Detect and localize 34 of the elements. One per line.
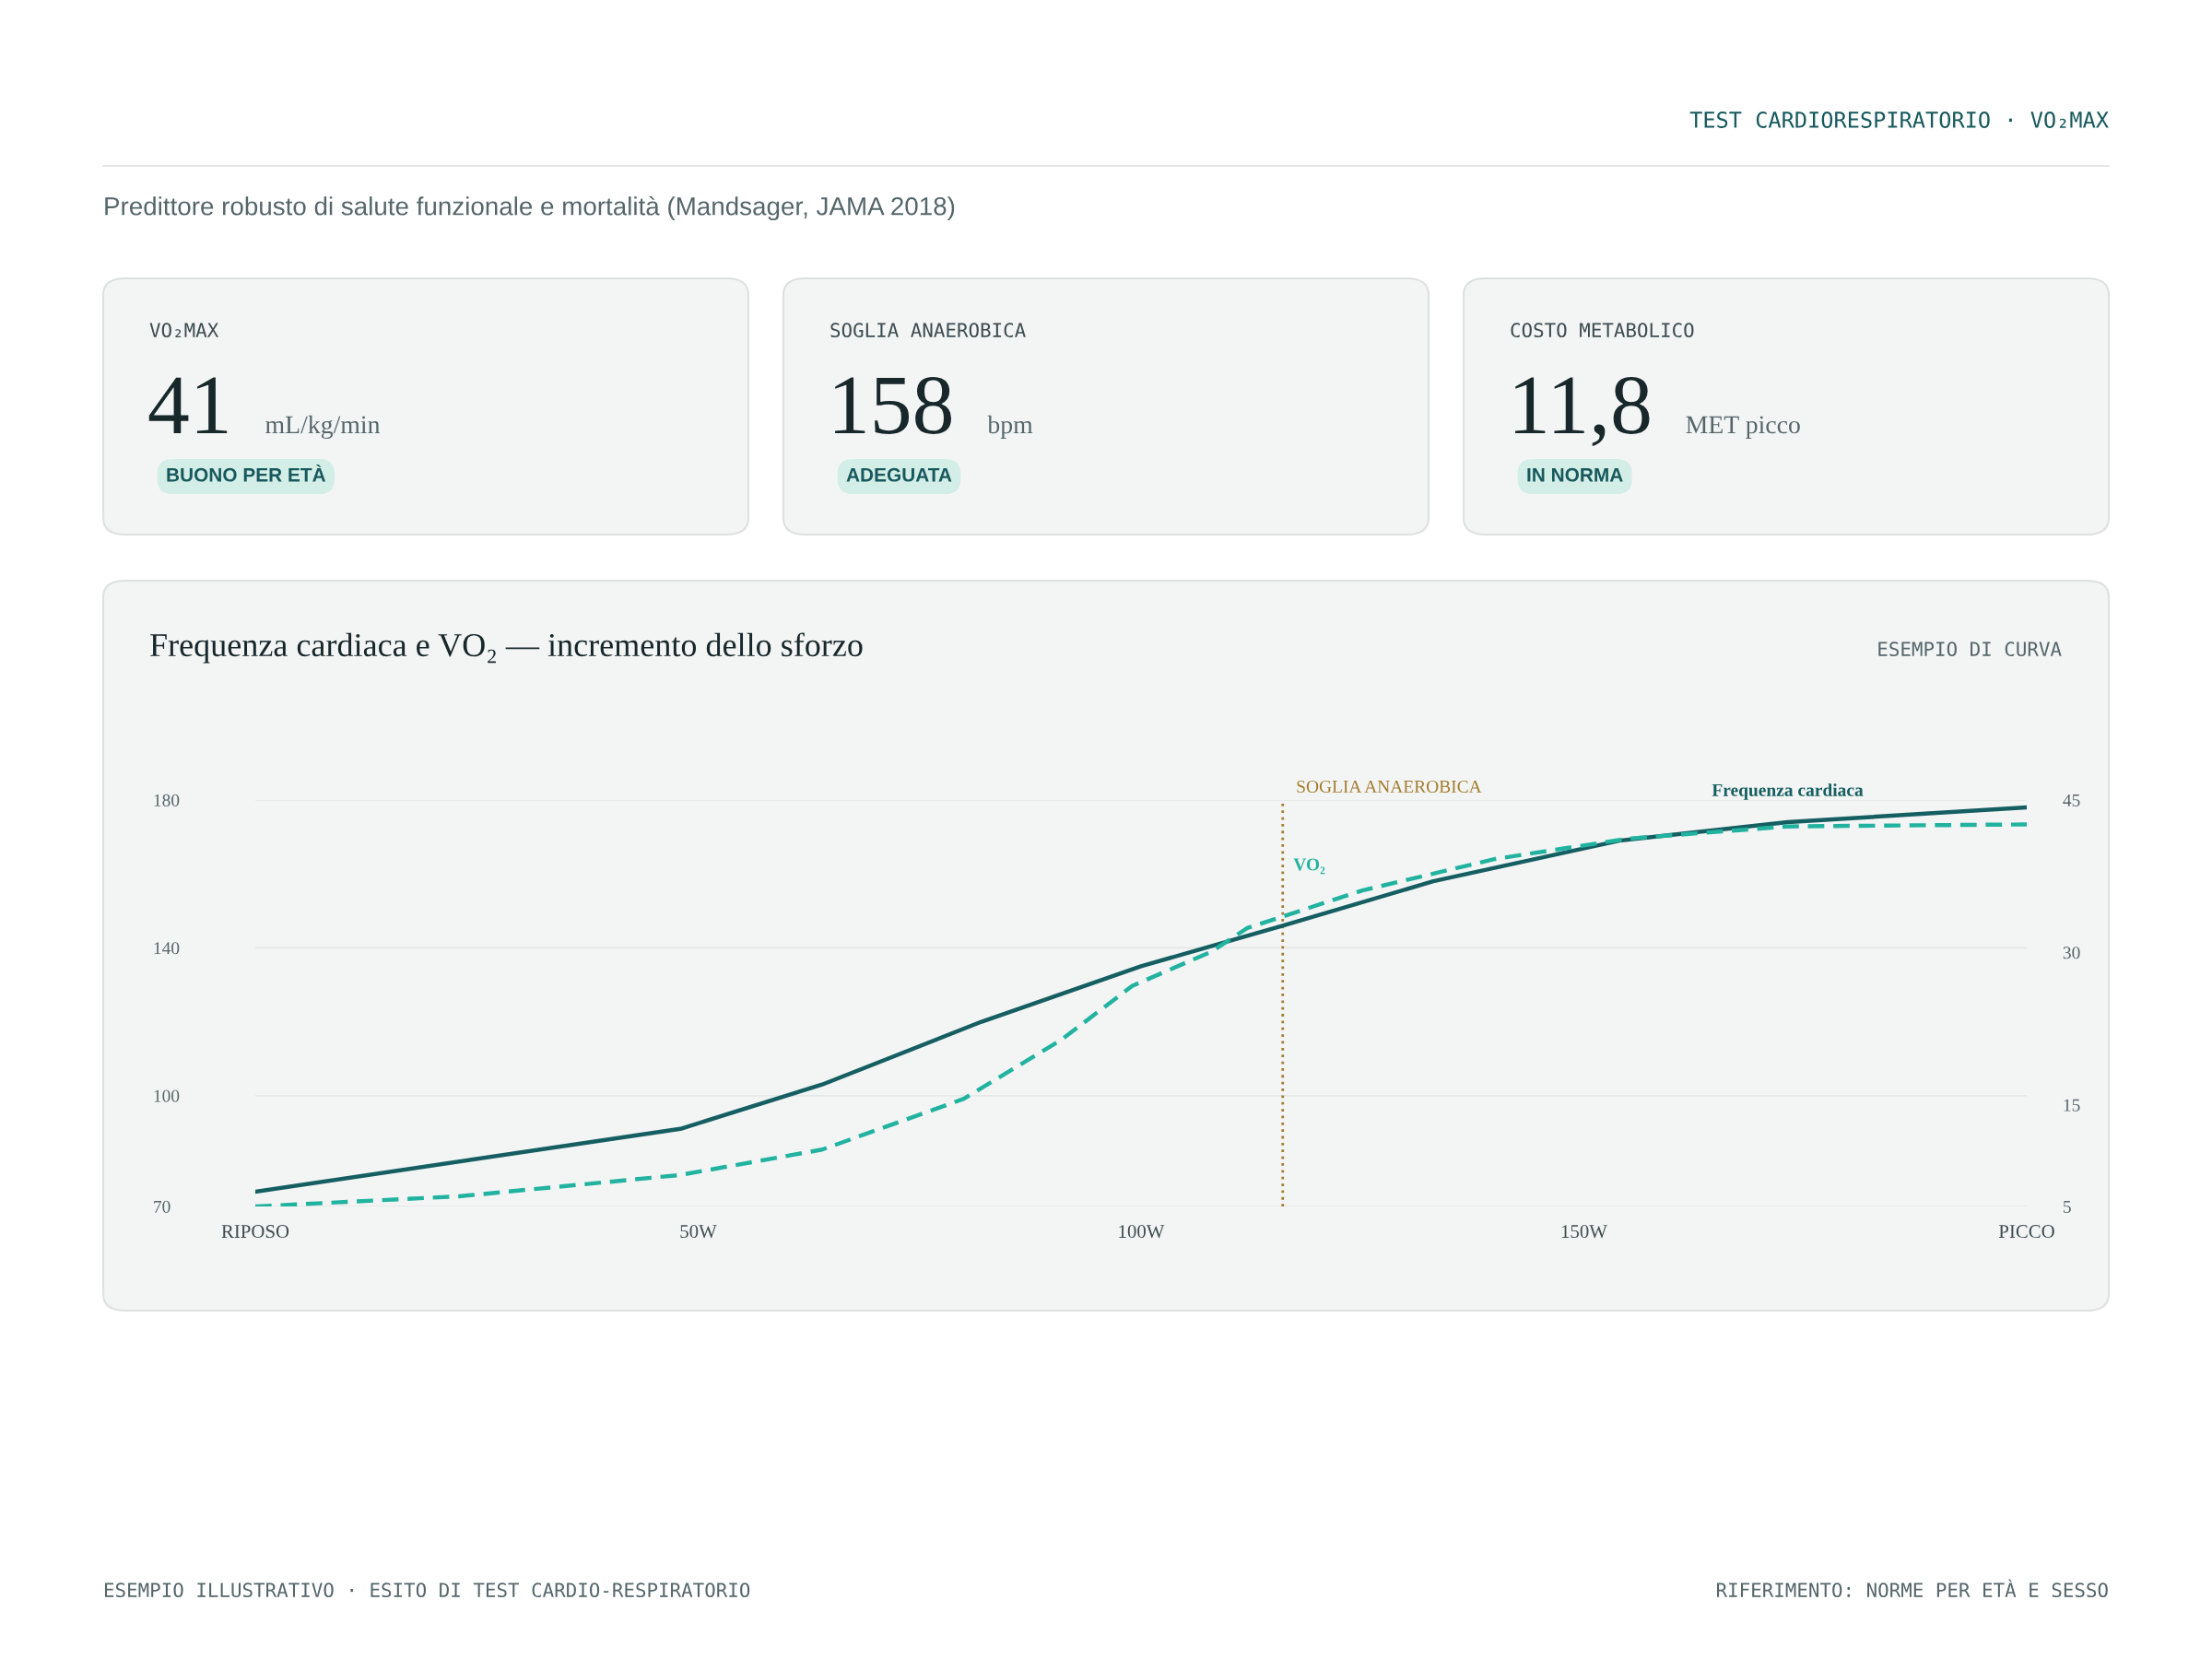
y2-tick-label: 15 xyxy=(2064,1099,2080,1112)
x-tick-label: PICCO xyxy=(1998,1225,2054,1239)
text: BUONO PER ETÀ xyxy=(167,464,326,482)
y-tick-label: 180 xyxy=(154,794,180,806)
series-label: Frequenza cardiaca xyxy=(1712,783,1864,800)
text: ADEGUATA xyxy=(846,467,952,482)
series-label: VO₂ xyxy=(1293,858,1325,875)
text: 158 xyxy=(835,377,952,434)
text: bpm xyxy=(987,415,1033,439)
chart-title: Frequenza cardiaca e VO₂ — incremento dello sforzo xyxy=(150,632,863,664)
text: ESEMPIO ILLUSTRATIVO · ESITO DI TEST CARDIO-RESPIRATORIO xyxy=(105,1583,750,1598)
text: TEST CARDIORESPIRATORIO · VO₂MAX xyxy=(1689,112,2109,128)
text: 41 xyxy=(148,377,228,433)
text: SOGLIA ANAEROBICA xyxy=(830,323,1026,338)
ref-line-label: SOGLIA ANAEROBICA xyxy=(1297,780,1482,794)
chart-subtitle: ESEMPIO DI CURVA xyxy=(1878,641,2062,657)
y-tick-label: 140 xyxy=(154,942,180,955)
text: Predittore robusto di salute funzionale e mortalità (Mandsager, JAMA 2018) xyxy=(105,195,955,221)
x-tick-label: 50W xyxy=(680,1225,717,1239)
x-tick-label: 150W xyxy=(1561,1225,1607,1239)
text: IN NORMA xyxy=(1527,467,1623,482)
text: mL/kg/min xyxy=(265,415,381,439)
text: RIFERIMENTO: NORME PER ETÀ E SESSO xyxy=(1717,1579,2108,1598)
y2-tick-label: 45 xyxy=(2063,794,2080,806)
x-tick-label: 100W xyxy=(1119,1225,1165,1239)
y-tick-label: 100 xyxy=(154,1089,180,1102)
text: VO₂MAX xyxy=(149,323,219,338)
y-tick-label: 70 xyxy=(154,1200,171,1213)
x-tick-label: RIPOSO xyxy=(221,1225,289,1239)
y2-tick-label: 30 xyxy=(2063,947,2080,959)
text: COSTO METABOLICO xyxy=(1511,323,1694,338)
text: 11,8 xyxy=(1515,377,1650,447)
y2-tick-label: 5 xyxy=(2064,1201,2071,1213)
text: MET picco xyxy=(1686,416,1800,439)
